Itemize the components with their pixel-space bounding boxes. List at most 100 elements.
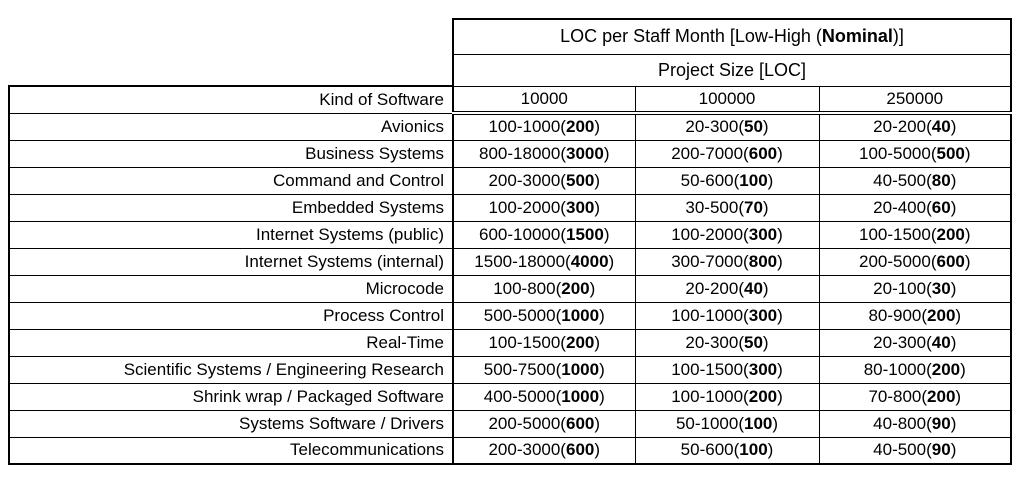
value-cell: 20-300(40) <box>818 329 1013 357</box>
nominal-value: 90 <box>931 413 951 433</box>
nominal-value: 300 <box>748 359 778 379</box>
blank-cell <box>9 54 453 86</box>
header-row-title: LOC per Staff Month [Low-High (Nominal)] <box>9 18 1013 55</box>
value-cell: 20-100(30) <box>818 275 1013 303</box>
nominal-value: 3000 <box>565 143 604 163</box>
value-cell: 500-7500(1000) <box>452 356 635 384</box>
nominal-value: 600 <box>748 143 778 163</box>
header-row-columns: Kind of Software 10000 100000 250000 <box>8 85 1013 115</box>
kind-cell: Embedded Systems <box>8 194 453 222</box>
nominal-value: 300 <box>748 305 778 325</box>
nominal-value: 40 <box>744 278 763 298</box>
value-cell: 200-3000(500) <box>452 167 635 195</box>
nominal-value: 500 <box>936 143 965 163</box>
nominal-value: 100 <box>739 440 768 460</box>
value-cell: 80-1000(200) <box>818 356 1013 384</box>
nominal-value: 300 <box>565 197 595 217</box>
value-cell: 80-900(200) <box>818 302 1013 330</box>
nominal-value: 50 <box>744 332 763 352</box>
nominal-value: 100 <box>744 413 773 433</box>
kind-cell: Internet Systems (internal) <box>8 248 453 276</box>
value-cell: 20-200(40) <box>634 275 819 303</box>
value-cell: 40-500(90) <box>818 437 1013 465</box>
nominal-value: 40 <box>931 332 951 352</box>
value-cell: 100-1500(200) <box>452 329 635 357</box>
value-cell: 1500-18000(4000) <box>452 248 635 276</box>
value-cell: 20-200(40) <box>818 113 1013 141</box>
title-text-pre: LOC per Staff Month [Low-High ( <box>560 26 822 47</box>
column-header-100000: 100000 <box>634 86 819 115</box>
value-cell: 100-1000(200) <box>634 383 819 411</box>
value-cell: 70-800(200) <box>818 383 1013 411</box>
value-cell: 20-300(50) <box>634 113 819 141</box>
nominal-value: 200 <box>565 117 595 137</box>
value-cell: 100-1500(300) <box>634 356 819 384</box>
nominal-value: 100 <box>739 170 768 190</box>
value-cell: 100-1000(200) <box>452 113 635 141</box>
value-cell: 200-7000(600) <box>634 140 819 168</box>
table-row: Scientific Systems / Engineering Researc… <box>8 356 1013 384</box>
table-row: Shrink wrap / Packaged Software 400-5000(… <box>8 383 1013 411</box>
blank-cell <box>9 19 453 54</box>
kind-of-software-header: Kind of Software <box>8 85 453 114</box>
header-row-subtitle: Project Size [LOC] <box>9 54 1013 87</box>
nominal-value: 200 <box>565 332 595 352</box>
column-header-250000: 250000 <box>818 86 1013 115</box>
value-cell: 50-600(100) <box>634 167 819 195</box>
nominal-value: 500 <box>565 170 595 190</box>
value-cell: 800-18000(3000) <box>452 140 635 168</box>
nominal-value: 80 <box>931 170 951 190</box>
kind-cell: Business Systems <box>8 140 453 168</box>
kind-cell: Command and Control <box>8 167 453 195</box>
value-cell: 100-5000(500) <box>818 140 1013 168</box>
nominal-value: 200 <box>748 386 778 406</box>
value-cell: 40-800(90) <box>818 410 1013 438</box>
value-cell: 100-2000(300) <box>634 221 819 249</box>
value-cell: 20-300(50) <box>634 329 819 357</box>
kind-cell: Systems Software / Drivers <box>8 410 453 438</box>
nominal-value: 1500 <box>565 224 604 244</box>
nominal-value: 200 <box>931 359 961 379</box>
kind-cell: Avionics <box>8 113 453 141</box>
loc-per-staff-month-table: LOC per Staff Month [Low-High (Nominal)]… <box>8 18 1013 465</box>
nominal-value: 300 <box>748 224 778 244</box>
table-row: Process Control 500-5000(1000) 100-1000(30… <box>8 302 1013 330</box>
nominal-value: 200 <box>927 305 956 325</box>
table-row: Business Systems 800-18000(3000) 200-7000(… <box>8 140 1013 168</box>
value-cell: 100-1000(300) <box>634 302 819 330</box>
nominal-value: 90 <box>931 440 951 460</box>
table-row: Microcode 100-800(200) 20-200(40) 20-100(30… <box>8 275 1013 303</box>
value-cell: 400-5000(1000) <box>452 383 635 411</box>
nominal-value: 30 <box>931 278 951 298</box>
table-row: Embedded Systems 100-2000(300) 30-500(70) 2… <box>8 194 1013 222</box>
nominal-value: 40 <box>931 117 951 137</box>
value-cell: 100-800(200) <box>452 275 635 303</box>
nominal-value: 50 <box>744 117 763 137</box>
nominal-value: 200 <box>936 224 965 244</box>
table-title: LOC per Staff Month [Low-High (Nominal)] <box>451 18 1013 55</box>
table-row: Real-Time 100-1500(200) 20-300(50) 20-300(4… <box>8 329 1013 357</box>
nominal-value: 70 <box>744 197 763 217</box>
nominal-value: 1000 <box>561 359 600 379</box>
kind-cell: Microcode <box>8 275 453 303</box>
nominal-value: 600 <box>565 413 595 433</box>
kind-cell: Process Control <box>8 302 453 330</box>
nominal-value: 600 <box>936 251 965 271</box>
value-cell: 50-600(100) <box>634 437 819 465</box>
value-cell: 30-500(70) <box>634 194 819 222</box>
kind-cell: Scientific Systems / Engineering Researc… <box>8 356 453 384</box>
table-row: Systems Software / Drivers 200-5000(600) 5… <box>8 410 1013 438</box>
nominal-value: 200 <box>927 386 956 406</box>
kind-cell: Telecommunications <box>8 437 453 465</box>
kind-cell: Shrink wrap / Packaged Software <box>8 383 453 411</box>
value-cell: 200-5000(600) <box>452 410 635 438</box>
kind-cell: Real-Time <box>8 329 453 357</box>
nominal-value: 800 <box>748 251 778 271</box>
value-cell: 40-500(80) <box>818 167 1013 195</box>
table-row: Avionics 100-1000(200) 20-300(50) 20-200(40… <box>8 113 1013 141</box>
kind-cell: Internet Systems (public) <box>8 221 453 249</box>
value-cell: 100-1500(200) <box>818 221 1013 249</box>
title-text-bold: Nominal <box>821 26 893 47</box>
table-body: Avionics 100-1000(200) 20-300(50) 20-200(40… <box>8 113 1013 465</box>
title-text-post: )] <box>892 26 904 47</box>
